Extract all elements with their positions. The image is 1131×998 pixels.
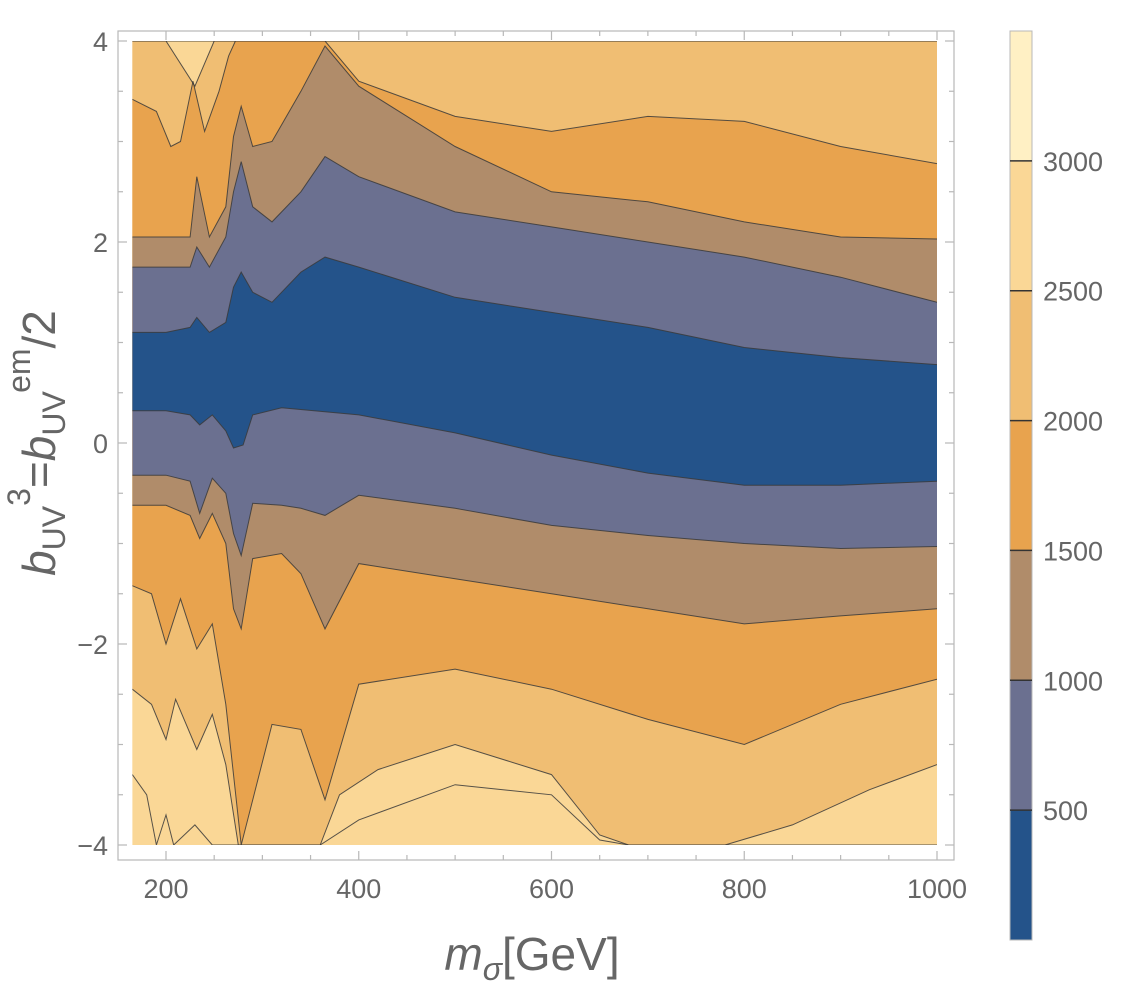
contour-line-1000-upper — [132, 155, 938, 303]
colorbar-swatch-2000-2500 — [1010, 290, 1032, 421]
contour-line-1000-lower — [132, 474, 938, 558]
colorbar-swatch-1500-2000 — [1010, 420, 1032, 551]
colorbar-swatch-3000-3500 — [1010, 31, 1032, 161]
contour-line-2500-upper — [132, 41, 937, 88]
contour-line-500-upper — [132, 256, 938, 366]
contour-line-500-lower — [132, 407, 938, 486]
y-tick-label: 0 — [93, 429, 108, 459]
x-tick-label: 200 — [143, 874, 188, 904]
y-tick-label: 2 — [93, 228, 108, 258]
contour-line-2000-upper — [132, 41, 938, 165]
x-tick-label: 800 — [722, 874, 767, 904]
contour-line-3000-lower — [132, 774, 937, 845]
contour-region-below-500 — [132, 257, 938, 486]
colorbar-tick-label: 1500 — [1043, 536, 1103, 566]
contour-line-1500-upper — [132, 45, 938, 240]
y-tick-label: −2 — [77, 630, 108, 660]
colorbar-swatch-0-500 — [1010, 810, 1032, 940]
contour-line-2000-lower — [132, 585, 938, 845]
x-axis-title: mσ[GeV] — [444, 928, 619, 987]
colorbar-tick-label: 2500 — [1043, 277, 1103, 307]
colorbar-frame — [1009, 30, 1033, 941]
colorbar-tick-label: 500 — [1043, 796, 1088, 826]
y-tick-label: −4 — [77, 831, 108, 861]
colorbar-tick-label: 3000 — [1043, 147, 1103, 177]
plot-frame — [117, 30, 955, 861]
y-tick-label: 4 — [93, 27, 108, 57]
y-axis-title: bUV3=bUVem/2 — [1, 310, 72, 576]
colorbar-tick-label: 1000 — [1043, 666, 1103, 696]
x-tick-label: 600 — [529, 874, 574, 904]
x-tick-label: 400 — [336, 874, 381, 904]
colorbar-tick-label: 2000 — [1043, 407, 1103, 437]
contour-line-2500-lower — [132, 688, 938, 845]
colorbar-swatch-1000-1500 — [1010, 550, 1032, 681]
x-tick-label: 1000 — [907, 874, 967, 904]
colorbar-swatch-500-1000 — [1010, 680, 1032, 811]
contour-line-1500-lower — [132, 504, 938, 631]
colorbar-swatch-2500-3000 — [1010, 160, 1032, 291]
